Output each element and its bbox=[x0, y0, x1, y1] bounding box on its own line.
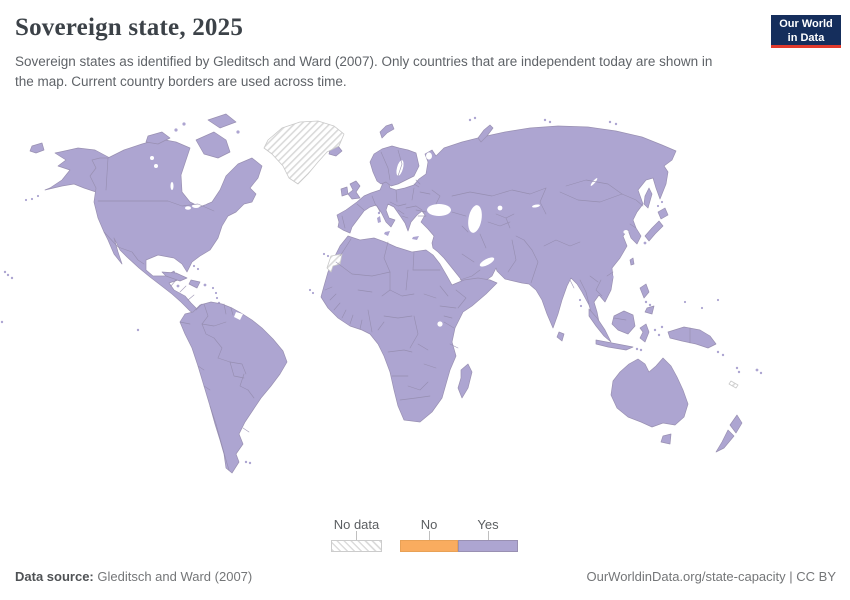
aral-sea bbox=[497, 205, 503, 211]
french-guiana-unshaded bbox=[234, 312, 243, 320]
map-region-borneo[interactable] bbox=[611, 310, 636, 335]
map-region-hispaniola[interactable] bbox=[188, 279, 201, 289]
map-region-madagascar[interactable] bbox=[457, 363, 473, 399]
black-sea bbox=[427, 204, 451, 216]
map-region-novaya-zemlya[interactable] bbox=[477, 124, 494, 143]
map-region-sri-lanka[interactable] bbox=[556, 331, 565, 342]
lake-balkhash bbox=[532, 204, 540, 208]
map-region-philippines[interactable] bbox=[639, 283, 655, 315]
legend-swatch-yes[interactable] bbox=[458, 540, 518, 552]
map-region-great-britain[interactable] bbox=[347, 180, 361, 200]
map-region-north-america[interactable] bbox=[89, 138, 263, 318]
map-region-australia[interactable] bbox=[610, 357, 689, 428]
map-region-ireland[interactable] bbox=[340, 186, 349, 197]
owid-logo-line2: in Data bbox=[787, 32, 825, 44]
map-region-cuba[interactable] bbox=[161, 271, 188, 282]
map-region-sulawesi[interactable] bbox=[639, 323, 650, 343]
map-region-scandinavia[interactable] bbox=[369, 145, 420, 187]
map-region-greenland[interactable] bbox=[263, 120, 345, 185]
map-country-borders bbox=[97, 149, 691, 471]
data-source-label: Data source: bbox=[15, 569, 94, 584]
map-region-africa[interactable] bbox=[320, 235, 498, 423]
owid-logo[interactable]: Our World in Data bbox=[771, 15, 841, 48]
map-region-eurasia[interactable] bbox=[336, 125, 677, 329]
map-region-arctic-islands[interactable] bbox=[145, 113, 237, 159]
map-region-new-guinea[interactable] bbox=[667, 326, 717, 349]
legend-swatch-no-data[interactable] bbox=[331, 540, 382, 552]
map-nodata-regions bbox=[263, 120, 739, 389]
page-title: Sovereign state, 2025 bbox=[15, 14, 244, 41]
map-region-svalbard[interactable] bbox=[379, 123, 395, 139]
legend-label-no: No bbox=[420, 517, 438, 532]
persian-gulf bbox=[479, 257, 495, 267]
map-region-java[interactable] bbox=[595, 339, 634, 351]
map-region-chukotka-wrap[interactable] bbox=[29, 142, 45, 154]
map-region-sakhalin[interactable] bbox=[643, 187, 653, 209]
data-source: Data source: Gleditsch and Ward (2007) bbox=[15, 569, 252, 584]
lake-baikal bbox=[590, 178, 598, 186]
caspian-sea bbox=[468, 205, 482, 233]
map-region-japan[interactable] bbox=[644, 207, 669, 242]
legend-label-no-data: No data bbox=[333, 517, 380, 532]
data-source-value: Gleditsch and Ward (2007) bbox=[93, 569, 253, 584]
white-sea bbox=[426, 152, 432, 160]
map-region-new-caledonia[interactable] bbox=[728, 380, 739, 389]
bohai-sea bbox=[623, 230, 629, 234]
legend-swatch-no[interactable] bbox=[400, 540, 458, 552]
legend-tick-yes bbox=[488, 531, 489, 540]
footer-link[interactable]: OurWorldinData.org/state-capacity | CC B… bbox=[586, 569, 836, 584]
legend-tick-no-data bbox=[356, 531, 357, 540]
legend-label-yes: Yes bbox=[477, 517, 499, 532]
map-region-sumatra[interactable] bbox=[588, 308, 612, 343]
map-region-new-zealand[interactable] bbox=[715, 414, 743, 453]
lake-victoria bbox=[437, 321, 443, 327]
owid-logo-line1: Our World bbox=[779, 18, 833, 30]
map-region-south-america[interactable] bbox=[179, 301, 288, 474]
map-region-western-sahara[interactable] bbox=[326, 253, 343, 273]
map-region-tasmania[interactable] bbox=[660, 433, 672, 445]
map-landmasses bbox=[0, 113, 763, 474]
legend-tick-no bbox=[429, 531, 430, 540]
page-subtitle: Sovereign states as identified by Gledit… bbox=[15, 54, 713, 89]
map-region-taiwan[interactable] bbox=[629, 257, 635, 266]
map-lakes bbox=[150, 152, 629, 327]
